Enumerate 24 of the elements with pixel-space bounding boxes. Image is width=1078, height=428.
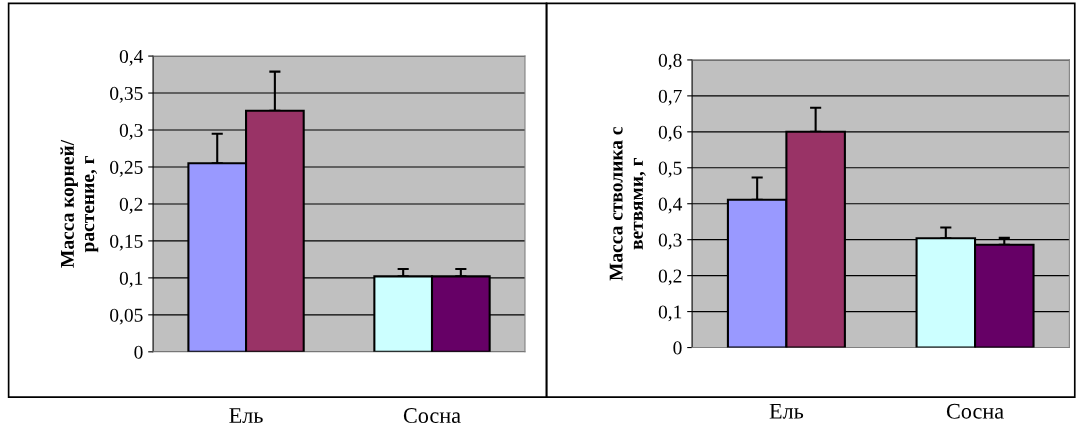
y-tick-label: 0 (673, 341, 682, 355)
y-tick-label: 0,25 (110, 160, 143, 177)
y-tick-label: 0,8 (658, 53, 682, 70)
y-tick-label: 0,35 (110, 86, 143, 103)
y-tick-label: 0,6 (658, 125, 682, 142)
y-tick-label: 0,1 (119, 271, 143, 288)
x-tick-label: Сосна (946, 403, 1004, 419)
y-tick-label: 0,7 (658, 89, 682, 106)
y-tick-label: 0,3 (658, 233, 682, 250)
x-tick-label: Ель (229, 408, 263, 424)
y-axis-title: Масса корней/ растение, г (60, 139, 99, 268)
y-tick-label: 0,1 (658, 305, 682, 322)
x-tick-label: Сосна (403, 408, 461, 424)
y-tick-label: 0,4 (119, 49, 144, 66)
y-tick-label: 0 (134, 345, 143, 359)
y-tick-label: 0,15 (110, 234, 143, 251)
x-tick-label: Ель (769, 403, 804, 419)
y-tick-label: 0,2 (658, 269, 682, 286)
y-tick-label: 0,5 (658, 161, 682, 178)
y-tick-label: 0,05 (110, 308, 143, 325)
y-axis-title: Масса стволика с ветвями, г (609, 127, 646, 281)
y-tick-label: 0,3 (119, 123, 143, 140)
y-tick-label: 0,2 (119, 197, 143, 214)
y-tick-label: 0,4 (658, 197, 683, 214)
